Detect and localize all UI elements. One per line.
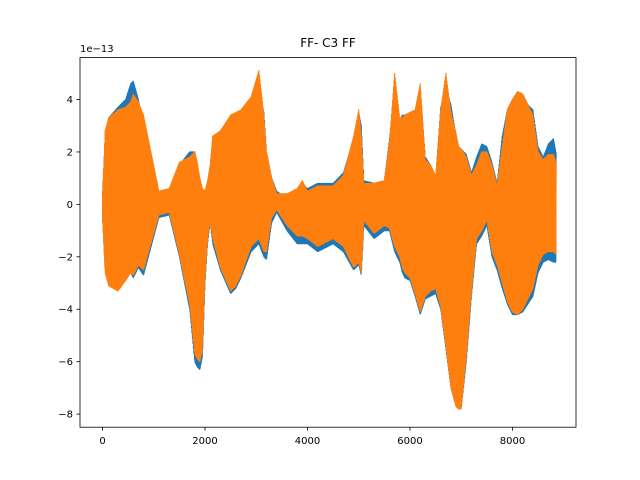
- x-tick-label: 4000: [295, 436, 320, 447]
- series-layer: [101, 70, 557, 410]
- x-tick-label: 6000: [397, 436, 422, 447]
- series-line-1: [101, 80, 557, 410]
- x-axis: 0 2000 4000 6000 8000: [99, 427, 525, 447]
- y-tick-label: 2: [67, 147, 73, 158]
- x-tick-label: 0: [99, 436, 105, 447]
- y-tick-label: 4: [67, 95, 73, 106]
- y-tick-label: −8: [58, 410, 73, 421]
- x-tick-label: 2000: [192, 436, 217, 447]
- series-line-2: [101, 70, 557, 410]
- y-tick-label: −6: [58, 357, 73, 368]
- x-tick-label: 8000: [500, 436, 525, 447]
- y-tick-label: −4: [58, 305, 73, 316]
- chart-title: FF- C3 FF: [300, 36, 356, 50]
- y-axis: −8 −6 −4 −2 0 2 4: [58, 95, 80, 421]
- y-tick-label: −2: [58, 252, 73, 263]
- y-tick-label: 0: [67, 200, 73, 211]
- axes-frame: [79, 57, 577, 428]
- y-offset-label: 1e−13: [80, 44, 114, 55]
